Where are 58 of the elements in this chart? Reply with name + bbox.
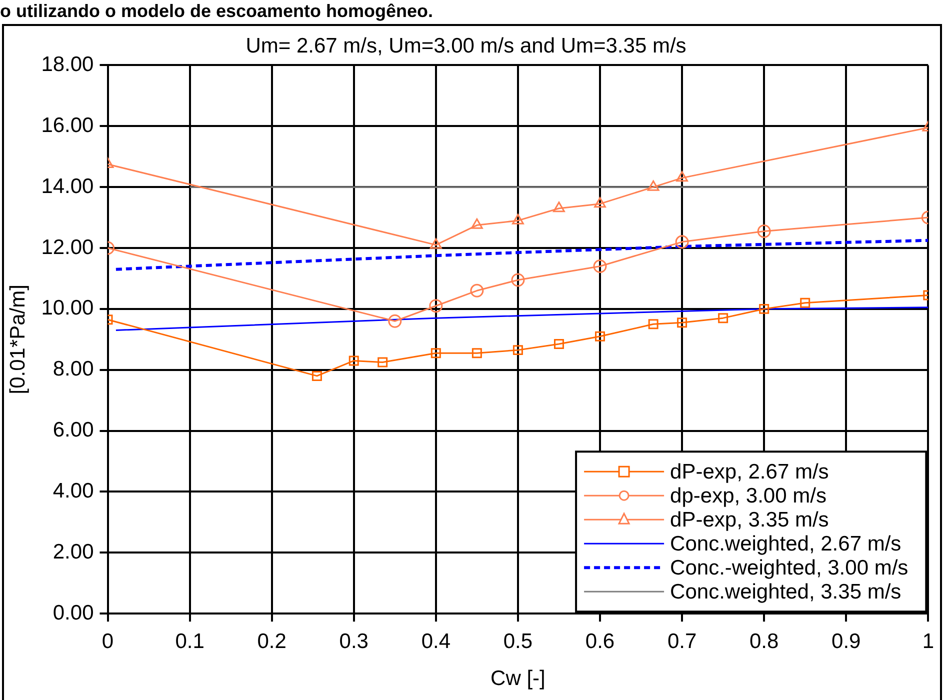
y-tick-label: 10.00 [41,296,94,320]
y-tick-label: 16.00 [41,114,94,137]
point [759,304,770,314]
text: o utilizando o modelo de escoamento homogêneo. [0,0,434,22]
point [593,260,607,274]
point [648,319,658,330]
point [388,314,402,328]
point [348,356,359,366]
point [757,224,771,238]
point [511,273,525,287]
legend-label: Conc.weighted, 2.67 m/s [670,532,902,556]
x-tick-label: 0.5 [503,630,533,653]
legend-label: dP-exp, 3.35 m/s [670,508,829,532]
legend-label: dp-exp, 3.00 m/s [670,484,826,508]
point [554,338,564,349]
y-axis-title: [0.01*Pa/m] [6,284,30,394]
point [647,180,660,191]
point [429,299,443,313]
point [430,348,441,358]
point [553,202,565,212]
chart-title: Um= 2.67 m/s, Um=3.00 m/s and Um=3.35 m/s [246,34,686,58]
point [676,171,688,182]
x-tick-label: 0.9 [832,630,861,653]
point [512,345,523,356]
legend-label: Conc.weighted, 3.35 m/s [670,580,902,604]
x-tick-label: 1 [922,630,934,653]
x-tick-label: 0.4 [421,630,451,653]
x-tick-label: 0.2 [257,630,286,653]
point [470,218,483,229]
y-tick-label: 8.00 [52,358,94,381]
y-tick-label: 4.00 [52,480,94,503]
x-tick-label: 0.7 [667,630,697,653]
legend-label: dP-exp, 2.67 m/s [670,460,829,484]
y-tick-label: 12.00 [41,236,94,259]
point [430,238,442,249]
y-tick-label: 2.00 [52,540,94,564]
point [312,370,322,381]
x-tick-label: 0.1 [175,630,204,653]
point [718,313,728,324]
point [595,331,605,342]
point [594,197,606,208]
point [675,235,689,249]
x-tick-label: 0.8 [749,630,779,653]
x-tick-label: 0.3 [339,630,368,653]
point [472,348,482,358]
y-tick-label: 18.00 [41,52,94,76]
y-tick-label: 0.00 [52,601,94,624]
point [800,298,810,308]
point [512,214,524,224]
y-tick-label: 14.00 [41,174,94,198]
x-axis-title: Cw [-] [490,667,546,690]
x-tick-label: 0 [102,630,114,653]
point [470,284,484,298]
y-tick-label: 6.00 [52,418,94,442]
x-tick-label: 0.6 [585,630,615,653]
point [677,318,688,328]
point [378,357,388,368]
legend-label: Conc.-weighted, 3.00 m/s [670,556,908,580]
